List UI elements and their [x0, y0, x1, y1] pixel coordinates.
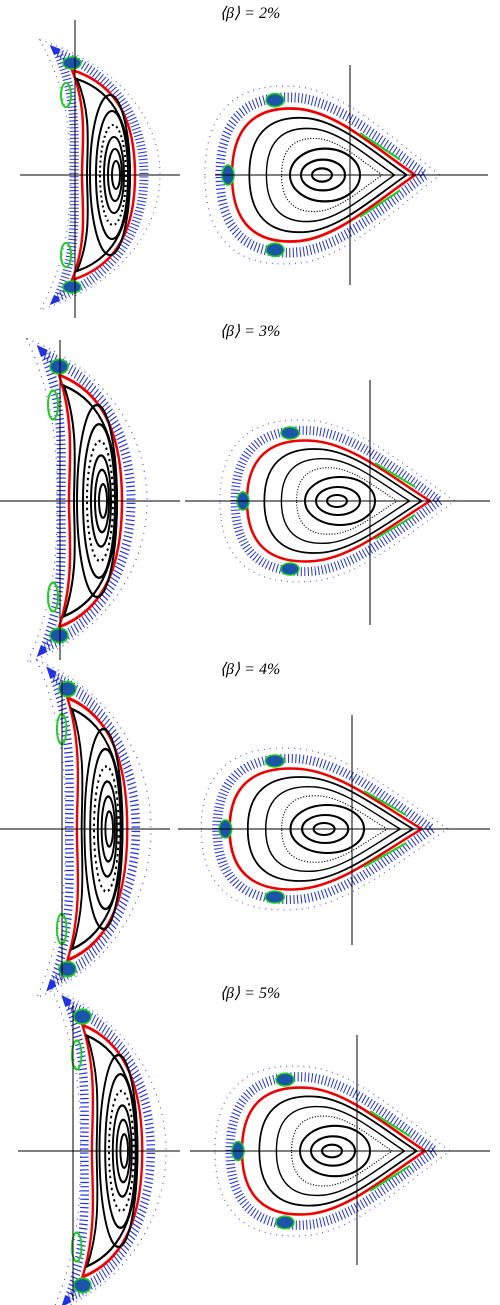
- panel-title: ⟨β⟩ = 2%: [220, 5, 281, 22]
- left-section: [52, 989, 166, 1305]
- panel-title: ⟨β⟩ = 5%: [220, 985, 281, 1002]
- panel: ⟨β⟩ = 3%: [0, 323, 490, 663]
- panel-title: ⟨β⟩ = 4%: [220, 661, 281, 678]
- panel: ⟨β⟩ = 5%: [18, 985, 490, 1305]
- panel: ⟨β⟩ = 2%: [20, 5, 488, 318]
- panel: ⟨β⟩ = 4%: [0, 660, 490, 998]
- panel-title: ⟨β⟩ = 3%: [220, 323, 281, 340]
